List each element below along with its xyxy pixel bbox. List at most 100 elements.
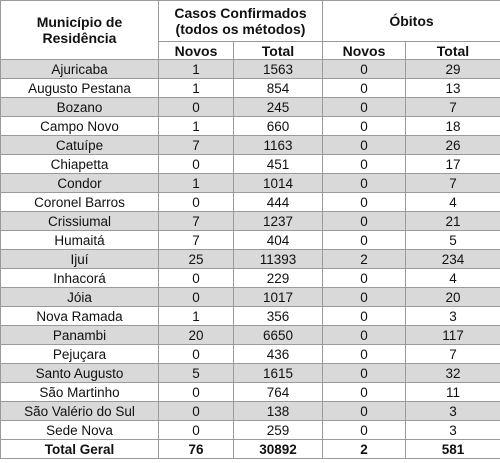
value-cell: 0 [322,192,406,212]
value-cell: 2 [322,249,406,269]
value-cell: 26 [405,135,500,155]
value-cell: 7 [158,211,234,231]
table-row: Panambi 20 6650 0 117 [0,325,500,345]
value-cell: 436 [233,344,323,364]
municipio-cell: São Valério do Sul [0,401,159,421]
municipio-cell: Ijuí [0,249,159,269]
value-cell: 0 [322,306,406,326]
value-cell: 30892 [233,439,323,459]
value-cell: 0 [158,287,234,307]
value-cell: 356 [233,306,323,326]
value-cell: 0 [322,59,406,79]
value-cell: 1615 [233,363,323,383]
table-body: Ajuricaba 1 1563 0 29 Augusto Pestana 1 854 0 13 B… [0,59,500,459]
municipio-cell: Condor [0,173,159,193]
table-row: Jóia 0 1017 0 20 [0,287,500,307]
table-row: Ijuí 25 11393 2 234 [0,249,500,269]
header-cell: Total [233,41,323,60]
municipio-cell: Pejuçara [0,344,159,364]
municipio-cell: Jóia [0,287,159,307]
value-cell: 660 [233,116,323,136]
value-cell: 0 [322,116,406,136]
value-cell: 0 [158,401,234,421]
value-cell: 0 [158,420,234,440]
value-cell: 6650 [233,325,323,345]
table-row: São Martinho 0 764 0 11 [0,382,500,402]
value-cell: 0 [322,154,406,174]
municipio-cell: Coronel Barros [0,192,159,212]
value-cell: 1 [158,173,234,193]
value-cell: 0 [158,192,234,212]
value-cell: 138 [233,401,323,421]
value-cell: 17 [405,154,500,174]
value-cell: 0 [322,325,406,345]
value-cell: 444 [233,192,323,212]
value-cell: 0 [322,211,406,231]
value-cell: 0 [322,420,406,440]
value-cell: 5 [158,363,234,383]
value-cell: 0 [322,97,406,117]
value-cell: 1017 [233,287,323,307]
value-cell: 7 [405,97,500,117]
municipio-cell: São Martinho [0,382,159,402]
value-cell: 117 [405,325,500,345]
municipio-cell: Nova Ramada [0,306,159,326]
value-cell: 451 [233,154,323,174]
municipio-cell: Total Geral [0,439,159,459]
value-cell: 764 [233,382,323,402]
value-cell: 7 [405,173,500,193]
municipio-cell: Campo Novo [0,116,159,136]
value-cell: 11 [405,382,500,402]
table-row: Augusto Pestana 1 854 0 13 [0,78,500,98]
value-cell: 1237 [233,211,323,231]
value-cell: 7 [158,135,234,155]
value-cell: 1 [158,306,234,326]
value-cell: 0 [158,382,234,402]
value-cell: 7 [158,230,234,250]
header-cell: Casos Confirmados (todos os métodos) [158,0,323,42]
value-cell: 1 [158,59,234,79]
header-row: Município de Residência Casos Confirmado… [0,0,500,60]
value-cell: 0 [322,230,406,250]
value-cell: 234 [405,249,500,269]
value-cell: 259 [233,420,323,440]
table-row: Bozano 0 245 0 7 [0,97,500,117]
value-cell: 1 [158,116,234,136]
table-row: Condor 1 1014 0 7 [0,173,500,193]
municipio-cell: Ajuricaba [0,59,159,79]
value-cell: 4 [405,192,500,212]
value-cell: 0 [158,154,234,174]
value-cell: 0 [158,97,234,117]
value-cell: 32 [405,363,500,383]
municipio-cell: Sede Nova [0,420,159,440]
value-cell: 0 [322,344,406,364]
value-cell: 0 [322,135,406,155]
table-row: São Valério do Sul 0 138 0 3 [0,401,500,421]
header-cell: Novos [158,41,234,60]
table-row: Chiapetta 0 451 0 17 [0,154,500,174]
value-cell: 76 [158,439,234,459]
value-cell: 21 [405,211,500,231]
value-cell: 11393 [233,249,323,269]
header-cell: Município de Residência [0,0,159,60]
value-cell: 4 [405,268,500,288]
table-row: Crissiumal 7 1237 0 21 [0,211,500,231]
value-cell: 0 [322,363,406,383]
header-cell: Total [405,41,500,60]
table-row: Ajuricaba 1 1563 0 29 [0,59,500,79]
table-row: Humaitá 7 404 0 5 [0,230,500,250]
value-cell: 3 [405,401,500,421]
table-row: Sede Nova 0 259 0 3 [0,420,500,440]
header-cell: Novos [322,41,406,60]
value-cell: 229 [233,268,323,288]
value-cell: 245 [233,97,323,117]
table-row: Total Geral 76 30892 2 581 [0,439,500,459]
municipio-cell: Crissiumal [0,211,159,231]
municipio-cell: Bozano [0,97,159,117]
value-cell: 0 [322,401,406,421]
table-row: Catuípe 7 1163 0 26 [0,135,500,155]
header-cell: Óbitos [322,0,500,42]
value-cell: 0 [322,173,406,193]
value-cell: 1 [158,78,234,98]
